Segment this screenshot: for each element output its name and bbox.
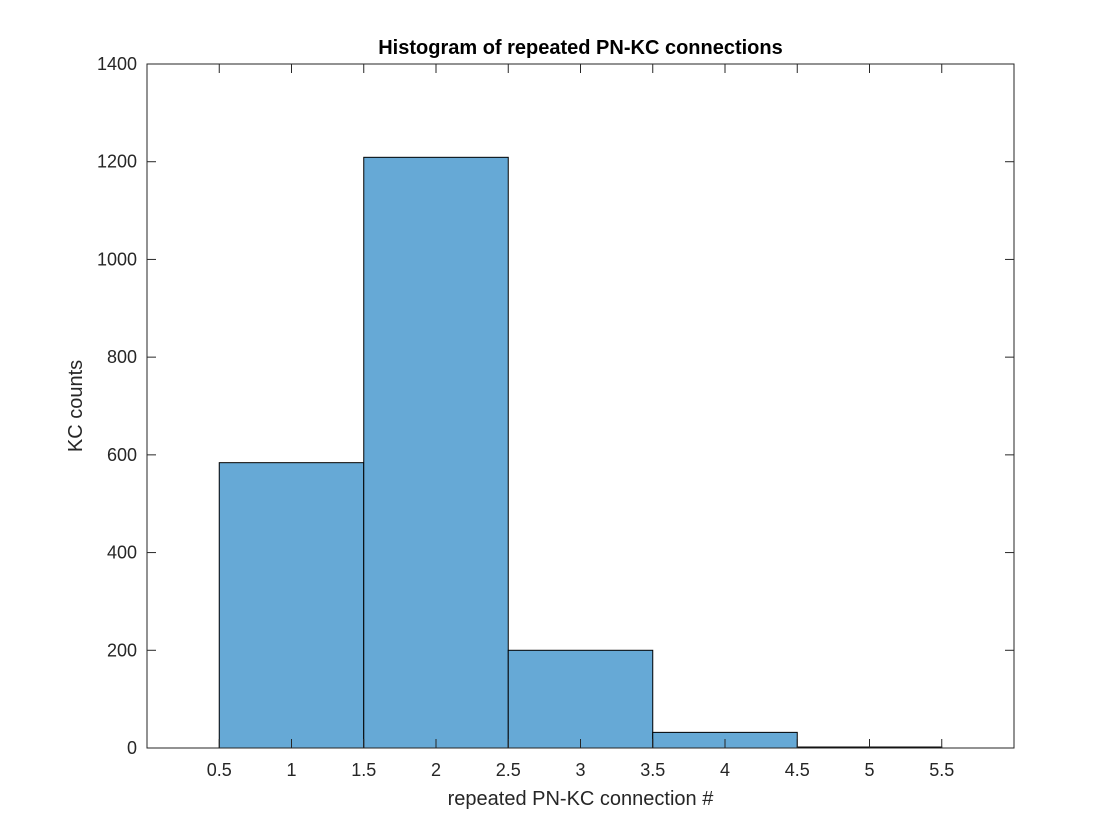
- y-tick-label: 400: [107, 543, 137, 563]
- x-tick-label: 3: [575, 760, 585, 780]
- y-tick-label: 1400: [97, 54, 137, 74]
- y-axis-label: KC counts: [65, 360, 87, 452]
- x-axis-label: repeated PN-KC connection #: [448, 788, 715, 810]
- histogram-bar: [363, 156, 509, 749]
- y-tick-label: 1000: [97, 249, 137, 269]
- x-tick-label: 4.5: [785, 760, 810, 780]
- y-tick-label: 800: [107, 347, 137, 367]
- x-tick-label: 0.5: [207, 760, 232, 780]
- x-tick-label: 5: [864, 760, 874, 780]
- bars-layer: [218, 156, 943, 749]
- x-tick-label: 1.5: [351, 760, 376, 780]
- histogram-bar: [507, 649, 654, 749]
- x-tick-label: 1: [286, 760, 296, 780]
- x-tick-label: 2.5: [496, 760, 521, 780]
- x-tick-label: 2: [431, 760, 441, 780]
- y-tick-label: 0: [127, 738, 137, 758]
- y-tick-label: 200: [107, 640, 137, 660]
- x-tick-label: 4: [720, 760, 730, 780]
- chart-title: Histogram of repeated PN-KC connections: [378, 37, 783, 59]
- y-tick-label: 1200: [97, 152, 137, 172]
- x-tick-label: 5.5: [929, 760, 954, 780]
- histogram-bar: [218, 462, 365, 749]
- x-tick-label: 3.5: [640, 760, 665, 780]
- y-tick-label: 600: [107, 445, 137, 465]
- ticks-layer: 0.5 1 1.5 2 2.5 3 3.5 4 4.5 5 5.5 0 200 400 600 800 1000…: [97, 54, 1014, 780]
